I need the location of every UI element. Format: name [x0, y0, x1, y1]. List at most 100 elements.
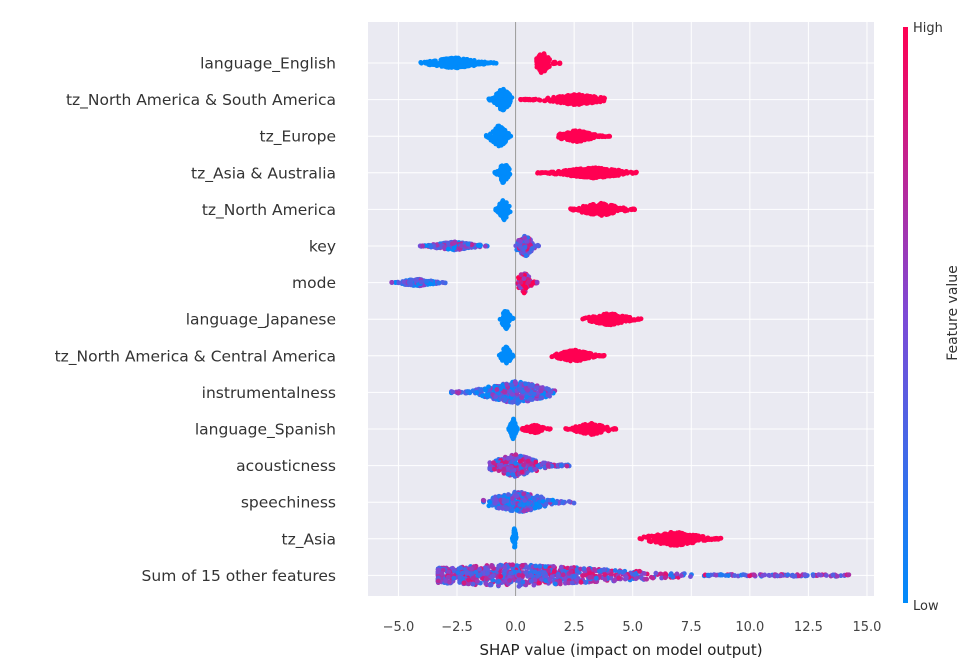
shap-point: [581, 429, 586, 435]
shap-point: [460, 63, 466, 69]
shap-point: [576, 207, 582, 213]
shap-point: [396, 280, 402, 286]
shap-point: [558, 462, 564, 468]
shap-point: [525, 507, 531, 513]
shap-point: [556, 61, 562, 66]
shap-point: [543, 501, 549, 507]
shap-point: [545, 426, 551, 431]
shap-point: [591, 135, 597, 141]
shap-point: [570, 100, 576, 106]
shap-point: [495, 130, 501, 136]
shap-point: [585, 209, 590, 215]
shap-point: [498, 385, 504, 390]
shap-point: [526, 279, 532, 285]
shap-point: [496, 123, 502, 129]
shap-point: [696, 537, 702, 543]
shap-point: [578, 352, 584, 358]
shap-point: [534, 64, 540, 70]
shap-point: [569, 93, 574, 99]
shap-point: [531, 495, 537, 501]
shap-point: [428, 244, 434, 250]
shap-point: [599, 316, 605, 322]
shap-point: [564, 463, 570, 469]
shap-point: [686, 540, 692, 546]
shap-point: [583, 132, 589, 138]
shap-point: [389, 279, 395, 285]
shap-point: [501, 217, 507, 223]
shap-point: [566, 499, 572, 504]
shap-point: [451, 240, 457, 246]
shap-point: [507, 97, 512, 103]
shap-point: [521, 462, 526, 468]
shap-point: [517, 386, 522, 392]
shap-point: [599, 212, 605, 218]
plot-background: [368, 22, 874, 596]
shap-point: [605, 204, 611, 210]
shap-point: [465, 241, 471, 247]
shap-point: [606, 172, 612, 177]
shap-point: [418, 60, 424, 65]
shap-point: [480, 497, 486, 503]
shap-point: [574, 357, 580, 362]
shap-point: [715, 536, 721, 542]
shap-point: [677, 537, 683, 543]
shap-point: [461, 59, 467, 64]
shap-point: [580, 422, 586, 428]
shap-point: [551, 94, 557, 100]
shap-point: [560, 500, 566, 505]
shap-point: [517, 458, 523, 464]
shap-point: [529, 382, 535, 388]
shap-point: [608, 322, 614, 328]
shap-point: [653, 538, 658, 544]
shap-point: [571, 132, 576, 138]
shap-point: [559, 351, 565, 356]
shap-point: [422, 59, 427, 65]
shap-point: [606, 313, 612, 319]
shap-point: [563, 167, 569, 173]
shap-point: [499, 209, 504, 215]
shap-point: [682, 535, 688, 541]
shap-point: [583, 205, 589, 211]
shap-point: [531, 391, 537, 397]
shap-point: [483, 387, 488, 393]
shap-point: [533, 459, 539, 465]
shap-point: [543, 63, 549, 68]
shap-point: [564, 426, 570, 432]
shap-point: [564, 349, 570, 355]
shap-point: [551, 61, 556, 67]
shap-point: [438, 61, 444, 67]
shap-point: [569, 426, 575, 432]
shap-point: [521, 276, 527, 282]
shap-point: [545, 55, 551, 60]
shap-point: [487, 131, 493, 137]
shap-point: [499, 163, 505, 169]
shap-point: [664, 536, 669, 542]
shap-point: [571, 206, 577, 212]
shap-point: [502, 204, 508, 210]
shap-point: [585, 353, 591, 359]
shap-point: [523, 253, 529, 259]
shap-point: [508, 455, 514, 460]
shap-point: [420, 243, 426, 249]
shap-point: [511, 530, 517, 536]
shap-point: [604, 210, 610, 215]
shap-point: [513, 535, 518, 541]
shap-point: [594, 430, 600, 436]
shap-point: [424, 278, 430, 284]
shap-point: [455, 390, 461, 396]
shap-point: [641, 534, 647, 540]
shap-point: [427, 61, 433, 67]
shap-point: [453, 55, 459, 61]
shap-point: [581, 94, 587, 100]
shap-point: [487, 466, 493, 472]
shap-point: [522, 284, 528, 290]
shap-point: [538, 388, 544, 394]
shap-point: [510, 436, 516, 442]
shap-point: [479, 393, 485, 399]
shap-point: [506, 171, 512, 177]
shap-point: [471, 57, 477, 63]
shap-point: [519, 395, 525, 401]
shap-point: [636, 317, 642, 322]
shap-point: [521, 491, 527, 497]
shap-point: [492, 169, 498, 175]
